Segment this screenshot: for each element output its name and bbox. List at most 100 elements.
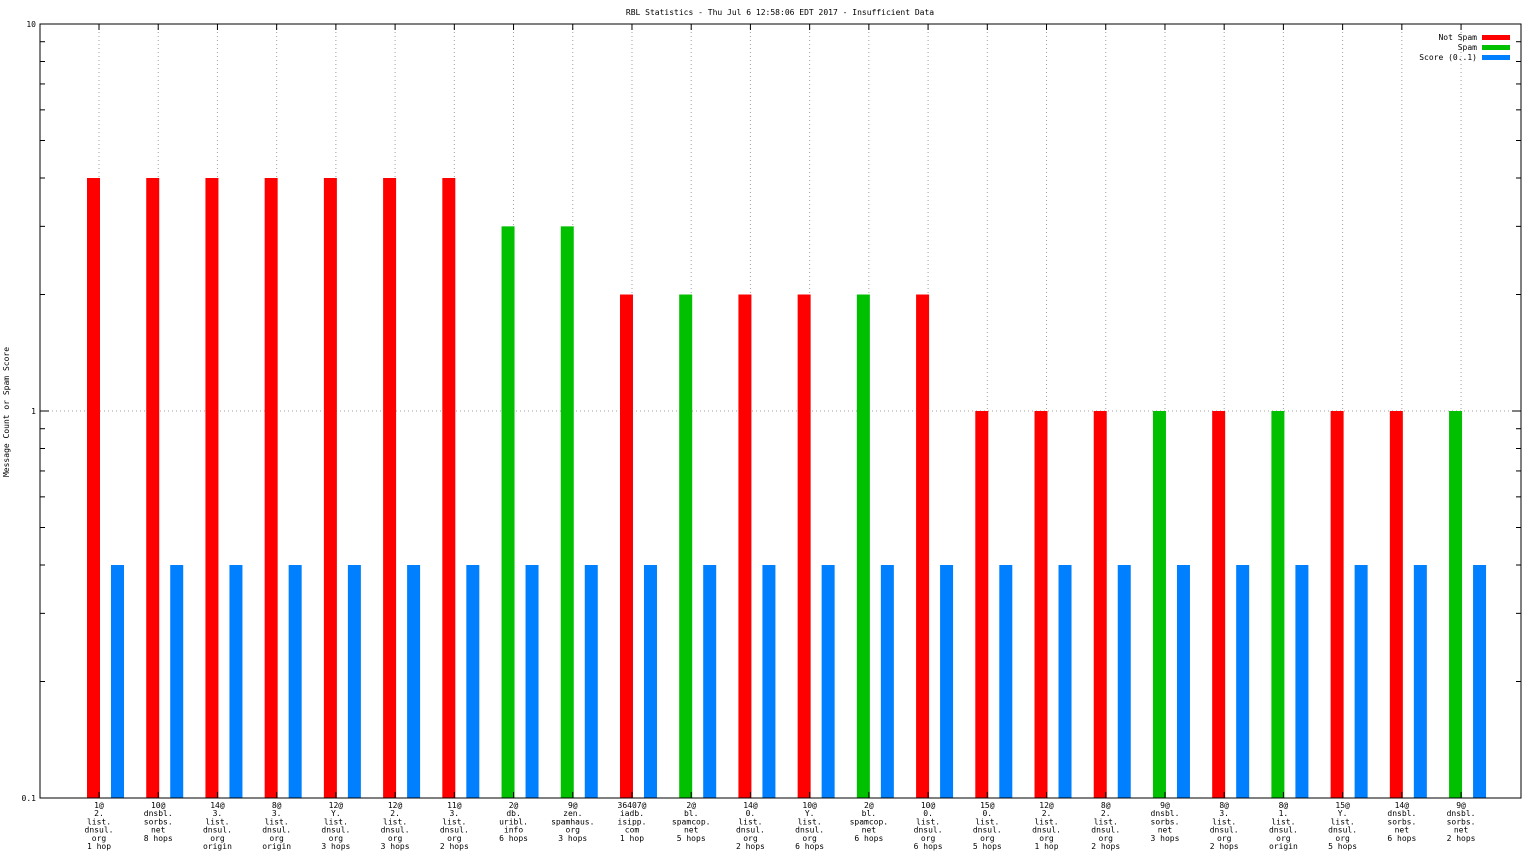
x-tick-label: 10@: [921, 801, 936, 810]
x-tick-label: org: [743, 834, 758, 843]
x-tick-label: org: [447, 834, 462, 843]
x-tick-label: 12@: [1039, 801, 1054, 810]
x-tick-label: dnsul.: [1328, 826, 1357, 835]
x-tick-label: bl.: [862, 809, 876, 818]
x-tick-label: list.: [205, 817, 229, 826]
x-tick-label: 15@: [1335, 801, 1350, 810]
x-tick-label: 12@: [329, 801, 344, 810]
x-tick-label: 14@: [743, 801, 758, 810]
x-tick-label: 6 hops: [1387, 834, 1416, 843]
x-tick-label: net: [1158, 826, 1173, 835]
x-tick-label: org: [1099, 834, 1114, 843]
legend-swatch: [1482, 45, 1510, 50]
x-tick-label: sorbs.: [1387, 817, 1416, 826]
legend-swatch: [1482, 55, 1510, 60]
x-tick-label: list.: [975, 817, 999, 826]
x-tick-label: 8@: [1101, 801, 1111, 810]
x-tick-label: 0.: [923, 809, 933, 818]
x-tick-label: Y.: [805, 809, 815, 818]
x-tick-label: list.: [87, 817, 111, 826]
bar-not-spam: [205, 178, 219, 798]
x-tick-label: org: [1217, 834, 1232, 843]
x-tick-label: 1 hop: [1034, 842, 1058, 851]
x-tick-label: 3.: [449, 809, 459, 818]
x-tick-label: list.: [916, 817, 940, 826]
x-tick-label: 6 hops: [854, 834, 883, 843]
x-tick-label: list.: [265, 817, 289, 826]
bar-score: [940, 565, 954, 798]
x-tick-label: dnsul.: [914, 826, 943, 835]
legend-label: Spam: [1458, 43, 1477, 52]
x-tick-label: dnsul.: [795, 826, 824, 835]
bar-spam: [1152, 411, 1166, 798]
x-tick-label: spamcop.: [850, 817, 889, 826]
chart-title: RBL Statistics - Thu Jul 6 12:58:06 EDT …: [626, 8, 934, 17]
x-tick-label: spamhaus.: [551, 817, 594, 826]
x-tick-label: origin: [262, 842, 291, 851]
x-tick-label: 2.: [390, 809, 400, 818]
bar-spam: [1271, 411, 1285, 798]
x-tick-label: org: [388, 834, 403, 843]
x-tick-label: isipp.: [618, 817, 647, 826]
bar-score: [111, 565, 124, 798]
bar-not-spam: [619, 294, 633, 798]
x-tick-label: 2 hops: [1447, 834, 1476, 843]
bar-score: [407, 565, 421, 798]
legend-label: Score (0..1): [1419, 53, 1477, 62]
x-tick-label: 8@: [272, 801, 282, 810]
x-tick-label: list.: [1271, 817, 1295, 826]
bar-not-spam: [797, 294, 811, 798]
bar-score: [821, 565, 835, 798]
x-tick-label: 1 hop: [87, 842, 111, 851]
x-tick-label: 6 hops: [499, 834, 528, 843]
x-tick-label: sorbs.: [1151, 817, 1180, 826]
x-tick-label: 1@: [94, 801, 104, 810]
bar-score: [1236, 565, 1250, 798]
x-tick-label: 11@: [447, 801, 462, 810]
x-tick-label: 15@: [980, 801, 995, 810]
bar-not-spam: [264, 178, 278, 798]
x-tick-label: 3 hops: [321, 842, 350, 851]
bar-score: [762, 565, 776, 798]
x-tick-label: 2 hops: [1091, 842, 1120, 851]
x-tick-label: bl.: [684, 809, 698, 818]
x-tick-label: dnsbl.: [144, 809, 173, 818]
x-tick-label: list.: [738, 817, 762, 826]
x-tick-label: dnsul.: [1210, 826, 1239, 835]
x-tick-label: list.: [1331, 817, 1355, 826]
bar-spam: [679, 294, 693, 798]
x-tick-label: org: [210, 834, 225, 843]
bar-not-spam: [383, 178, 397, 798]
x-tick-label: net: [684, 826, 699, 835]
x-tick-label: sorbs.: [144, 817, 173, 826]
x-tick-label: org: [980, 834, 995, 843]
x-tick-label: dnsul.: [736, 826, 765, 835]
bar-score: [643, 565, 657, 798]
x-tick-label: 9@: [1160, 801, 1170, 810]
bar-spam: [560, 226, 574, 799]
x-tick-label: 10@: [802, 801, 817, 810]
x-tick-label: 9@: [1456, 801, 1466, 810]
x-tick-label: dnsul.: [381, 826, 410, 835]
x-tick-label: origin: [1269, 842, 1298, 851]
bar-score: [1058, 565, 1072, 798]
x-tick-label: org: [329, 834, 344, 843]
x-tick-label: 5 hops: [677, 834, 706, 843]
bar-score: [466, 565, 480, 798]
x-tick-label: list.: [1212, 817, 1236, 826]
bar-spam: [1449, 411, 1463, 798]
bar-score: [288, 565, 302, 798]
x-tick-label: net: [1395, 826, 1410, 835]
x-tick-label: 3 hops: [381, 842, 410, 851]
x-tick-label: 36407@: [618, 801, 647, 810]
x-tick-label: 12@: [388, 801, 403, 810]
x-tick-label: 14@: [1395, 801, 1410, 810]
x-tick-label: iadb.: [620, 809, 644, 818]
x-tick-label: list.: [1094, 817, 1118, 826]
x-tick-label: org: [269, 834, 284, 843]
x-tick-label: org: [92, 834, 107, 843]
x-tick-label: 8@: [1279, 801, 1289, 810]
x-tick-label: 8 hops: [144, 834, 173, 843]
x-tick-label: dnsul.: [1091, 826, 1120, 835]
